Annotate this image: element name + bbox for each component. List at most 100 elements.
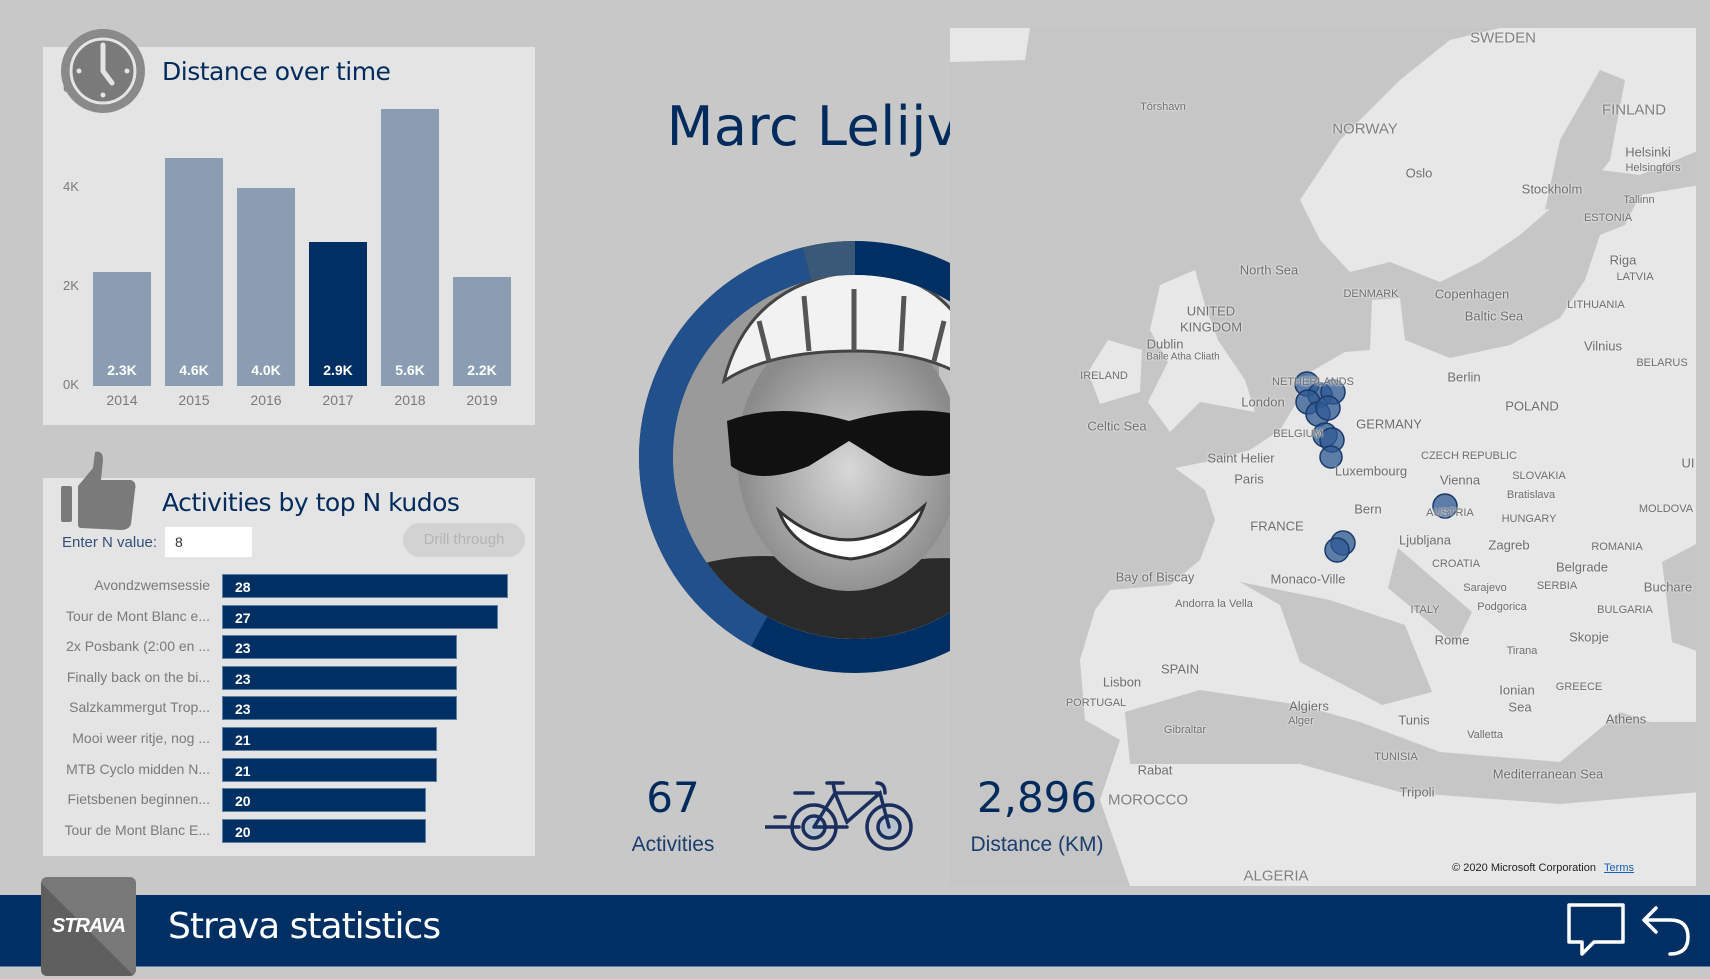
n-value-label: Enter N value: xyxy=(62,534,158,551)
x-tick-label: 2016 xyxy=(250,392,282,408)
bar-2019[interactable] xyxy=(453,277,511,386)
n-value-input[interactable] xyxy=(165,527,252,557)
comment-icon[interactable] xyxy=(1566,902,1626,958)
map-label: Tirana xyxy=(1506,645,1538,657)
x-tick-label: 2015 xyxy=(178,392,210,408)
bar-2016[interactable] xyxy=(237,188,295,386)
map-label: ITALY xyxy=(1410,604,1440,616)
distance-chart-title: Distance over time xyxy=(162,57,391,86)
report-title: Strava statistics xyxy=(168,906,441,947)
bar-2017[interactable] xyxy=(309,242,367,386)
bar-data-label: 4.0K xyxy=(251,362,281,378)
ring-gray-segment xyxy=(802,241,856,281)
bar-2018[interactable] xyxy=(381,108,439,386)
map-label: Ljubljana xyxy=(1398,532,1452,548)
map-label: North Sea xyxy=(1239,262,1299,278)
map-land-ireland xyxy=(1088,340,1142,404)
map-label: Mediterranean Sea xyxy=(1492,766,1604,782)
map-label: AUSTRIA xyxy=(1426,507,1474,519)
back-arrow-icon[interactable] xyxy=(1638,902,1694,958)
bar-data-label: 5.6K xyxy=(395,362,425,378)
bar-2014[interactable] xyxy=(93,272,151,386)
thumbs-up-icon xyxy=(59,450,141,532)
map-label: BELARUS xyxy=(1636,357,1688,369)
y-tick-label: 2K xyxy=(63,278,79,293)
map-label: NORWAY xyxy=(1332,120,1398,138)
kudos-bar[interactable]: 23 xyxy=(222,635,457,660)
map-copyright: © 2020 Microsoft Corporation Terms xyxy=(1452,862,1634,874)
kudos-chart-title: Activities by top N kudos xyxy=(162,488,460,517)
kudos-bar[interactable]: 21 xyxy=(222,727,437,751)
kudos-value: 23 xyxy=(235,640,251,657)
map-label: LATVIA xyxy=(1616,271,1654,283)
y-tick-label: 4K xyxy=(63,179,79,194)
map-label: CROATIA xyxy=(1431,558,1481,570)
map-label: CZECH REPUBLIC xyxy=(1421,450,1517,462)
x-tick-label: 2018 xyxy=(394,392,426,408)
map-label: SERBIA xyxy=(1536,580,1578,592)
map-visual[interactable]: SWEDEN FINLAND Tórshavn NORWAY Oslo Hels… xyxy=(950,28,1696,886)
map-label: FRANCE xyxy=(1250,518,1304,534)
distance-label: Distance (KM) xyxy=(970,833,1104,856)
map-label: Sea xyxy=(1508,699,1532,715)
kudos-panel: Activities by top N kudos Enter N value:… xyxy=(43,478,535,856)
map-label: IRELAND xyxy=(1080,370,1128,382)
map-label: Helsingfors xyxy=(1625,162,1681,174)
map-label: Rome xyxy=(1434,632,1470,648)
map-label: Vienna xyxy=(1439,472,1481,488)
clock-icon xyxy=(59,27,147,115)
strava-logo-text: STRAVA xyxy=(51,915,126,937)
map-label: Bratislava xyxy=(1506,489,1556,501)
kudos-bar[interactable]: 28 xyxy=(222,574,508,598)
map-label: ESTONIA xyxy=(1583,212,1633,224)
kudos-bar[interactable]: 23 xyxy=(222,696,457,721)
kudos-value: 23 xyxy=(235,701,251,718)
map-label: Zagreb xyxy=(1488,537,1530,553)
map-label: UI xyxy=(1681,455,1695,471)
map-label: Dublin xyxy=(1146,336,1184,352)
bar-2015[interactable] xyxy=(165,158,223,386)
map-label: SWEDEN xyxy=(1470,29,1536,47)
x-tick-label: 2019 xyxy=(466,392,498,408)
map-label: Copenhagen xyxy=(1434,286,1510,302)
terms-link[interactable]: Terms xyxy=(1604,862,1634,874)
copyright-text: © 2020 Microsoft Corporation xyxy=(1452,862,1596,874)
map-label: TUNISIA xyxy=(1374,751,1418,763)
map-label: LITHUANIA xyxy=(1567,299,1625,311)
map-label: Algiers xyxy=(1289,698,1329,714)
activity-label: Fietsbenen beginnen... xyxy=(67,791,210,808)
map-label: MOROCCO xyxy=(1108,791,1188,809)
kudos-value: 28 xyxy=(235,579,251,595)
kudos-value: 23 xyxy=(235,670,251,687)
activity-label: Avondzwemsessie xyxy=(94,577,210,593)
activity-label: Mooi weer ritje, nog ... xyxy=(72,730,210,746)
kudos-bar[interactable]: 23 xyxy=(222,665,457,690)
activity-label: Tour de Mont Blanc E... xyxy=(64,821,210,838)
map-label: Ionian xyxy=(1499,682,1535,698)
activities-label: Activities xyxy=(631,833,715,856)
map-label: FINLAND xyxy=(1601,101,1667,119)
bar-data-label: 2.3K xyxy=(107,362,137,378)
map-land-uk xyxy=(1148,270,1255,432)
kudos-bar[interactable]: 21 xyxy=(222,757,437,782)
x-tick-label: 2014 xyxy=(106,392,138,408)
y-tick-label: 0K xyxy=(63,377,79,392)
kudos-bar[interactable]: 20 xyxy=(222,818,427,843)
map-label: Berlin xyxy=(1447,369,1481,385)
map-label: Sarajevo xyxy=(1463,582,1507,594)
bar-data-label: 4.6K xyxy=(179,362,209,378)
map-label: Podgorica xyxy=(1477,601,1527,613)
map-label: Tallinn xyxy=(1623,194,1655,206)
map-label: Skopje xyxy=(1569,629,1609,645)
map-label: Tórshavn xyxy=(1140,101,1186,113)
map-label: HUNGARY xyxy=(1501,513,1557,525)
map-label: KINGDOM xyxy=(1179,319,1243,335)
map-label: MOLDOVA xyxy=(1638,503,1694,515)
kudos-bar[interactable]: 20 xyxy=(222,788,427,813)
map-label: Tripoli xyxy=(1399,784,1435,800)
drill-through-button[interactable]: Drill through xyxy=(403,523,525,557)
kudos-bar[interactable]: 27 xyxy=(222,604,498,629)
map-label: Tunis xyxy=(1398,712,1430,728)
distance-bar-chart: 0K2K4K6K2.3K20144.6K20154.0K20162.9K2017… xyxy=(43,47,535,425)
map-label: GERMANY xyxy=(1356,416,1422,432)
